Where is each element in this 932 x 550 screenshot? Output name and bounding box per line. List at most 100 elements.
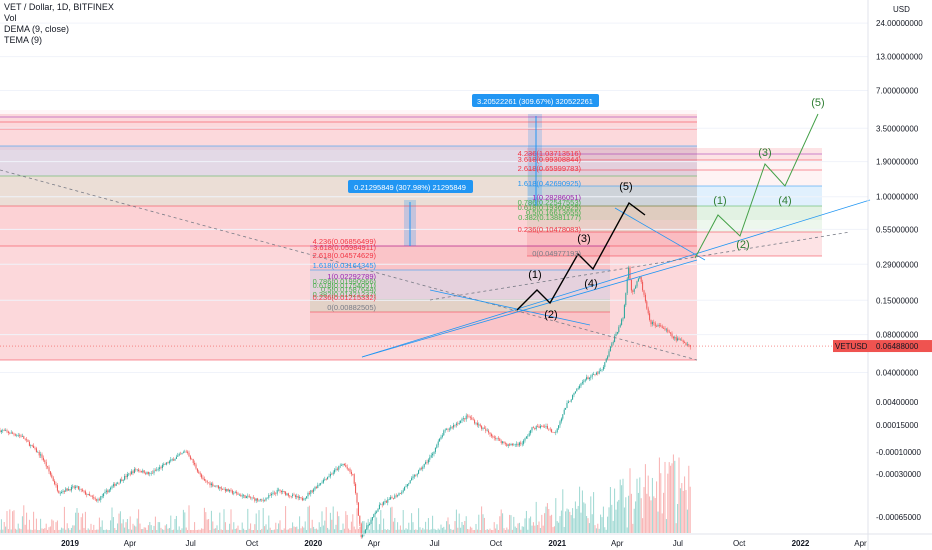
- legend-tema[interactable]: TEMA (9): [4, 35, 43, 45]
- legend-dema[interactable]: DEMA (9, close): [4, 24, 70, 34]
- candle-body-405: [566, 402, 568, 409]
- candle-body-382: [534, 427, 536, 430]
- candle-body-354: [495, 438, 497, 439]
- volume-bar-360: [503, 528, 505, 533]
- volume-bar-138: [192, 529, 194, 533]
- fib-zone-0: [0, 114, 697, 246]
- candle-body-204: [285, 491, 287, 495]
- candle-body-138: [192, 459, 194, 463]
- candle-body-160: [223, 488, 225, 490]
- candle-body-104: [145, 473, 147, 475]
- candle-body-366: [511, 444, 513, 446]
- candle-body-343: [479, 424, 481, 427]
- candle-body-110: [153, 470, 155, 474]
- candle-body-134: [187, 451, 189, 453]
- candle-body-174: [243, 495, 245, 496]
- volume-bar-140: [195, 530, 197, 533]
- candle-body-334: [467, 415, 469, 417]
- candle-body-266: [371, 517, 373, 520]
- volume-bar-379: [530, 516, 532, 533]
- candle-body-66: [91, 496, 93, 498]
- volume-bar-214: [299, 516, 301, 533]
- volume-bar-457: [639, 477, 641, 533]
- candle-body-475: [664, 328, 666, 330]
- candle-body-135: [188, 452, 190, 457]
- candle-body-462: [646, 301, 648, 309]
- fib2-level-label: 2.618(0.65999783): [518, 164, 582, 173]
- candle-body-136: [189, 456, 191, 459]
- fib2-level-label: 0.5(0.16613655): [526, 208, 582, 217]
- volume-bar-29: [40, 518, 42, 533]
- candle-body-324: [453, 424, 455, 428]
- volume-bar-132: [184, 512, 186, 533]
- volume-bar-313: [437, 528, 439, 533]
- candle-body-88: [122, 479, 124, 481]
- candle-body-186: [259, 499, 261, 501]
- volume-bar-280: [391, 506, 393, 533]
- volume-bar-250: [349, 529, 351, 533]
- volume-bar-451: [630, 493, 632, 533]
- x-tick-label: Jul: [673, 539, 683, 548]
- candle-body-369: [516, 443, 518, 445]
- candle-body-81: [112, 484, 114, 487]
- volume-bar-200: [279, 520, 281, 533]
- volume-bar-361: [504, 530, 506, 533]
- volume-tick-label: -0.00030000: [876, 470, 921, 479]
- candle-body-429: [600, 370, 602, 371]
- candle-body-241: [336, 468, 338, 470]
- candle-body-319: [446, 428, 448, 430]
- volume-bar-23: [31, 530, 33, 533]
- wave-green-label: (2): [736, 239, 749, 251]
- volume-bar-220: [307, 506, 309, 533]
- candle-body-9: [12, 432, 14, 434]
- volume-bar-207: [289, 528, 291, 533]
- volume-bar-72: [100, 526, 102, 533]
- y-tick-label: 13.00000000: [876, 53, 923, 62]
- volume-bar-260: [363, 521, 365, 533]
- candle-body-164: [229, 489, 231, 492]
- candle-body-30: [41, 454, 43, 458]
- candle-body-379: [530, 430, 532, 434]
- volume-bar-433: [605, 529, 607, 533]
- candle-body-413: [577, 388, 579, 389]
- volume-bar-340: [475, 523, 477, 533]
- candle-body-177: [247, 495, 249, 497]
- volume-bar-152: [212, 521, 214, 533]
- fib1-level-label: 0.618(0.01754051): [313, 281, 377, 290]
- volume-bar-21: [28, 519, 30, 533]
- volume-bar-93: [129, 516, 131, 533]
- wave-black-label: (4): [584, 278, 597, 290]
- candle-body-212: [296, 496, 298, 498]
- volume-bar-108: [150, 525, 152, 533]
- candle-body-348: [486, 430, 488, 432]
- legend-symbol[interactable]: VET / Dollar, 1D, BITFINEX: [4, 2, 114, 12]
- candle-body-187: [261, 499, 263, 501]
- volume-bar-264: [369, 529, 371, 533]
- candle-body-21: [28, 441, 30, 446]
- volume-bar-70: [97, 529, 99, 533]
- candle-body-92: [128, 473, 130, 475]
- volume-bar-469: [656, 481, 658, 533]
- candle-body-274: [383, 502, 385, 505]
- candle-body-237: [331, 474, 333, 475]
- fib1-level-label: 0.786(0.01990966): [313, 277, 377, 286]
- candle-body-28: [38, 452, 40, 456]
- candle-body-375: [524, 438, 526, 441]
- volume-bar-388: [542, 525, 544, 533]
- volume-bar-120: [167, 528, 169, 533]
- volume-bar-164: [229, 523, 231, 533]
- wave-green-label: (5): [811, 97, 824, 109]
- volume-bar-77: [107, 529, 109, 533]
- volume-bar-326: [455, 509, 457, 533]
- volume-bars: [0, 454, 691, 533]
- volume-bar-92: [128, 529, 130, 533]
- volume-bar-53: [73, 525, 75, 533]
- legend-volume[interactable]: Vol: [4, 13, 17, 23]
- volume-bar-310: [433, 528, 435, 533]
- candle-body-137: [191, 458, 193, 460]
- volume-bar-10: [13, 510, 15, 533]
- volume-bar-269: [376, 517, 378, 533]
- volume-bar-0: [0, 529, 1, 533]
- candle-body-181: [252, 497, 254, 499]
